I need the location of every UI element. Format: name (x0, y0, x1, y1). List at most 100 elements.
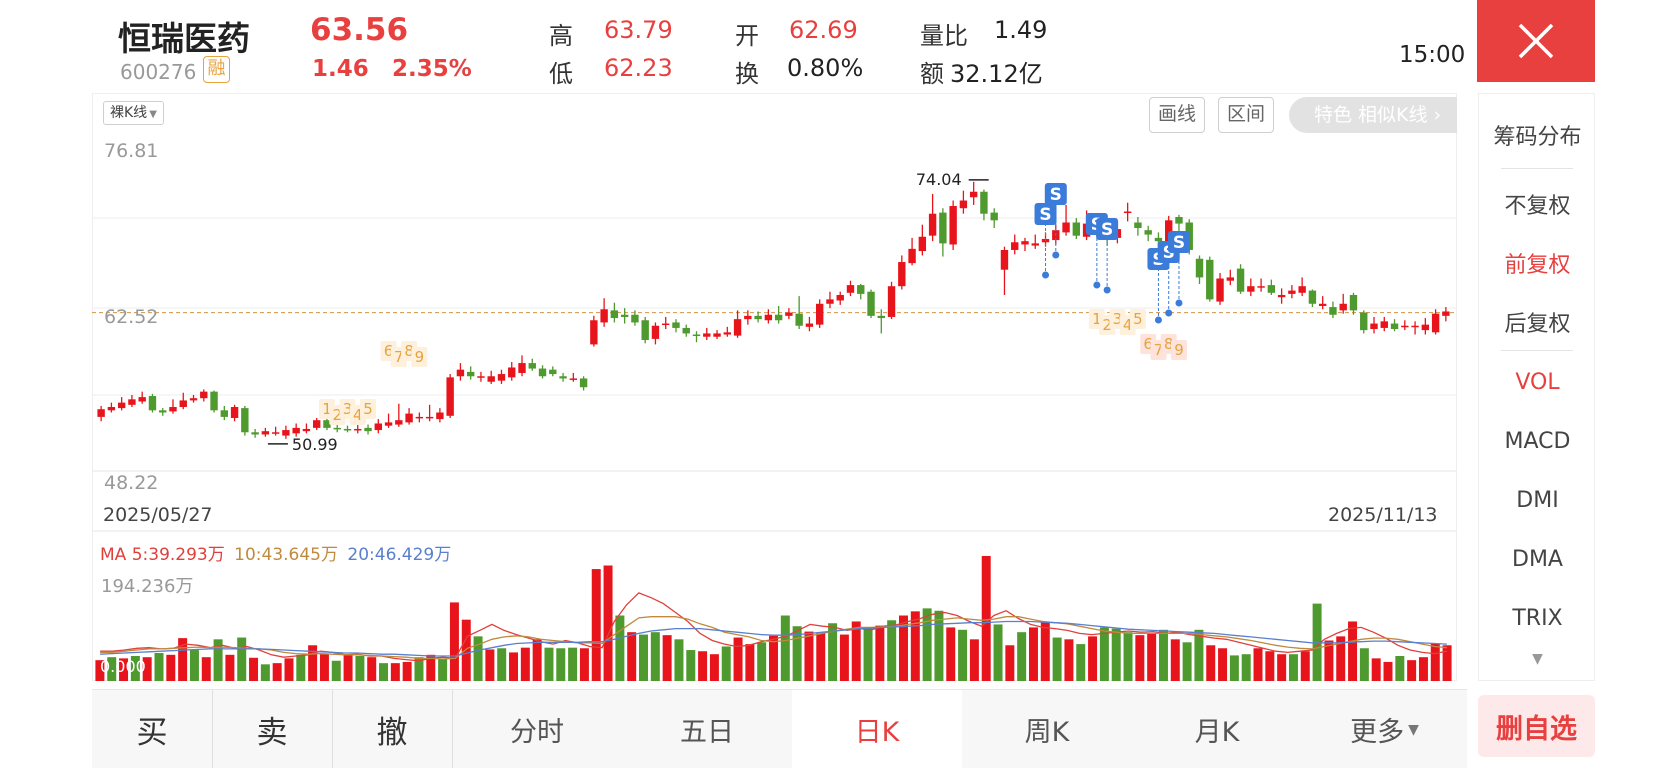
indicator-vol[interactable]: VOL (1515, 370, 1560, 395)
volume-bar (343, 655, 353, 681)
volume-bar (650, 632, 660, 681)
candle-body (774, 314, 783, 321)
candle-body (323, 420, 331, 428)
candle-body (313, 420, 321, 428)
tab-five-day[interactable]: 五日 (680, 717, 734, 748)
seq-count-label: 4 (1123, 316, 1133, 334)
candle-body (1165, 220, 1173, 242)
price-change-percent: 2.35% (392, 56, 472, 82)
volume-bar (899, 615, 908, 681)
candle-body (436, 412, 444, 420)
tab-daily-k[interactable]: 日K (792, 690, 962, 768)
tab-weekly-k[interactable]: 周K (1024, 717, 1070, 748)
volume-bar (828, 623, 838, 681)
kline-mode-select[interactable]: 裸K线 ▼ (103, 101, 164, 125)
candle-body (169, 407, 177, 412)
candle-body (1277, 294, 1286, 298)
seq-count-bg (1129, 309, 1146, 329)
sell-signal-dot (1052, 251, 1060, 259)
candle-body (1411, 325, 1419, 328)
indicator-dmi[interactable]: DMI (1516, 488, 1559, 513)
tab-more-label: 更多 (1350, 717, 1405, 748)
candle-body (1288, 290, 1296, 294)
candle-body (980, 191, 988, 214)
cancel-order-button[interactable]: 撤 (376, 715, 408, 751)
seq-count-label: 1 (322, 400, 332, 418)
sell-signal-badge (1044, 183, 1067, 205)
chip-distribution-button[interactable]: 筹码分布 (1493, 125, 1582, 150)
volume-bar (1111, 628, 1121, 681)
candle-body (1011, 242, 1019, 250)
volume-bar (509, 652, 519, 681)
range-button[interactable]: 区间 (1218, 97, 1275, 133)
indicator-macd[interactable]: MACD (1504, 429, 1571, 454)
seq-count-label: 5 (363, 400, 373, 418)
seq-count-label: 5 (1133, 310, 1143, 328)
candle-body (1000, 249, 1009, 270)
candle-body (846, 285, 855, 293)
ma20-value: 20:46.429万 (347, 545, 452, 565)
tab-intraday[interactable]: 分时 (510, 717, 564, 748)
sell-signal-dot (1103, 286, 1111, 294)
volume-bar (1028, 627, 1038, 681)
remove-watchlist-button[interactable]: 删自选 (1478, 695, 1595, 757)
candle-body (1329, 307, 1337, 315)
candle-body (1123, 211, 1132, 214)
candle-body (723, 332, 732, 335)
candle-body (518, 363, 526, 373)
candle-body (497, 374, 506, 381)
close-button[interactable] (1477, 0, 1595, 82)
candle-body (477, 376, 485, 378)
volume-bar (485, 649, 495, 681)
similar-kline-button[interactable]: 特色 相似K线 › (1289, 97, 1457, 133)
candle-body (928, 213, 937, 236)
candle-body (703, 333, 711, 337)
turnover-value: 0.80% (787, 54, 864, 82)
market-time: 15:00 (1399, 42, 1466, 68)
candle-body (549, 369, 557, 375)
candle-body (1370, 323, 1378, 330)
candle-body (590, 320, 598, 345)
volume-bar (674, 639, 684, 681)
tab-more[interactable]: 更多 ▼ (1302, 690, 1467, 768)
volume-bar (627, 632, 637, 681)
turnover-label: 换 (735, 60, 759, 88)
seq-count-label: 6 (1143, 335, 1153, 353)
backward-adjust-option[interactable]: 后复权 (1504, 312, 1571, 337)
candle-body (128, 399, 136, 405)
volume-bar (544, 647, 554, 681)
no-adjust-option[interactable]: 不复权 (1504, 194, 1571, 219)
buy-button[interactable]: 买 (136, 715, 168, 751)
candle-body (836, 294, 844, 301)
candle-body (692, 334, 701, 337)
indicator-trix[interactable]: TRIX (1512, 606, 1563, 631)
draw-line-button[interactable]: 画线 (1149, 97, 1206, 133)
candle-body (343, 428, 352, 431)
sell-button[interactable]: 卖 (256, 715, 288, 751)
tab-monthly-k[interactable]: 月K (1194, 717, 1240, 748)
chevron-down-icon[interactable]: ▼ (1532, 651, 1543, 667)
volume-bar (1442, 645, 1452, 681)
forward-adjust-option[interactable]: 前复权 (1504, 253, 1571, 278)
volume-bar (721, 646, 731, 681)
candle-body (97, 409, 105, 417)
volume-bar (733, 637, 743, 681)
candle-body (261, 431, 270, 435)
candle-body (1072, 222, 1081, 236)
candle-body (1267, 285, 1276, 293)
indicator-dma[interactable]: DMA (1512, 547, 1563, 572)
volume-bar (296, 654, 306, 681)
volume-bar (839, 634, 849, 681)
y-axis-min: 48.22 (104, 472, 159, 494)
candle-body (939, 212, 947, 244)
low-value: 62.23 (604, 54, 673, 82)
seq-count-label: 3 (1113, 310, 1123, 328)
candle-body (898, 262, 906, 287)
volume-bar (709, 654, 719, 681)
volume-bar (119, 658, 129, 681)
amount-label: 额 (920, 60, 944, 88)
candle-body (1206, 259, 1214, 300)
volume-bar (1359, 648, 1369, 681)
candle-body (826, 299, 834, 304)
